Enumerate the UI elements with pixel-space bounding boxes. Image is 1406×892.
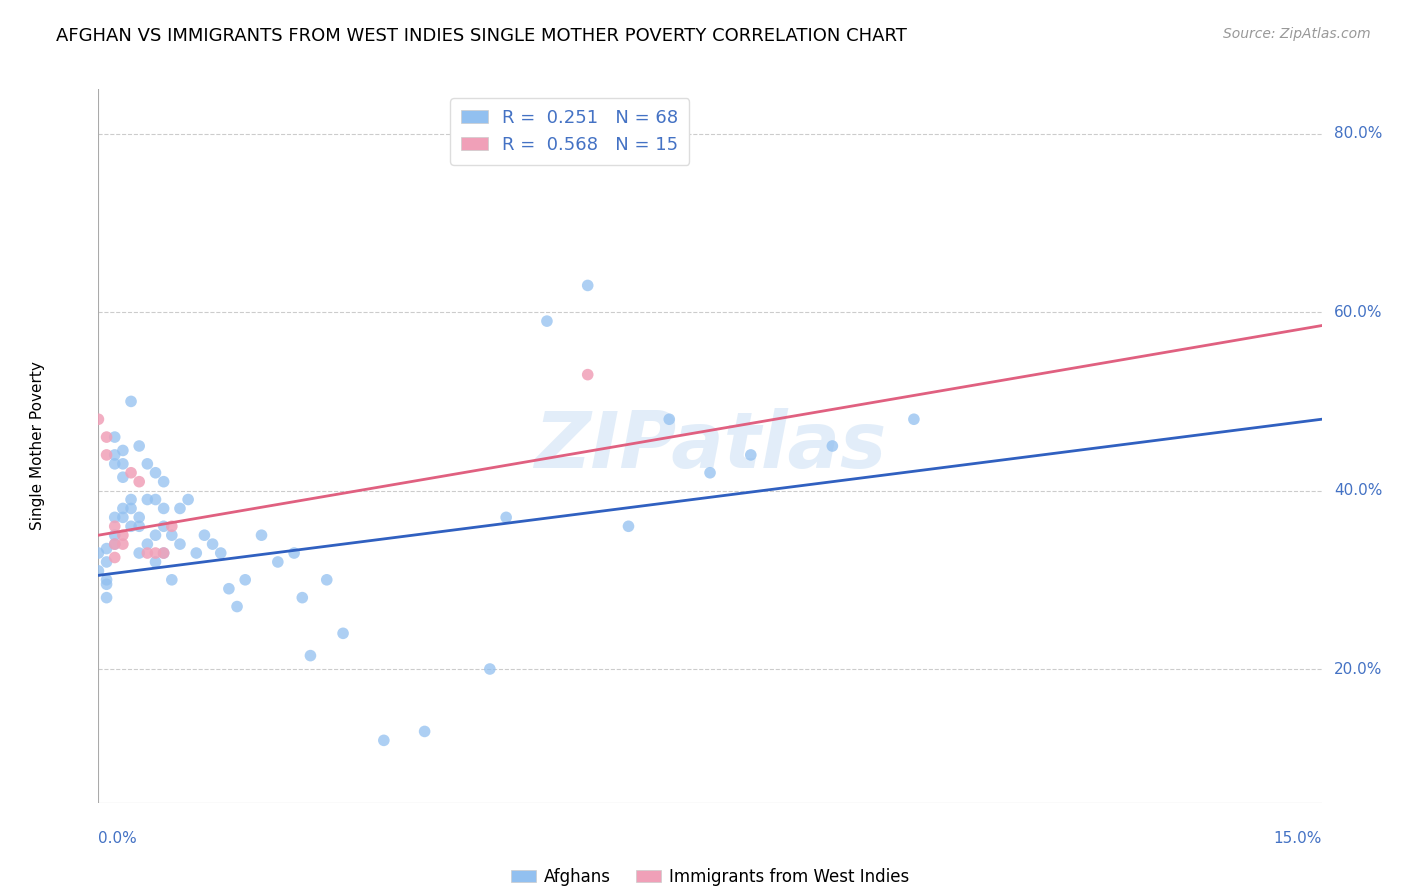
Point bbox=[152, 475, 174, 489]
Point bbox=[120, 394, 142, 409]
Text: AFGHAN VS IMMIGRANTS FROM WEST INDIES SINGLE MOTHER POVERTY CORRELATION CHART: AFGHAN VS IMMIGRANTS FROM WEST INDIES SI… bbox=[56, 27, 907, 45]
Point bbox=[104, 430, 127, 444]
Point bbox=[536, 314, 558, 328]
Point bbox=[128, 510, 150, 524]
Point bbox=[576, 368, 599, 382]
Text: 15.0%: 15.0% bbox=[1274, 831, 1322, 847]
Point bbox=[87, 546, 110, 560]
Point bbox=[104, 448, 127, 462]
Point bbox=[104, 528, 127, 542]
Point bbox=[128, 546, 150, 560]
Point bbox=[821, 439, 844, 453]
Point bbox=[291, 591, 314, 605]
Point bbox=[740, 448, 762, 462]
Point bbox=[104, 537, 127, 551]
Point bbox=[186, 546, 208, 560]
Point bbox=[96, 577, 118, 591]
Legend: Afghans, Immigrants from West Indies: Afghans, Immigrants from West Indies bbox=[503, 861, 917, 892]
Point bbox=[152, 501, 174, 516]
Point bbox=[104, 510, 127, 524]
Text: 80.0%: 80.0% bbox=[1334, 127, 1382, 141]
Text: Single Mother Poverty: Single Mother Poverty bbox=[30, 361, 45, 531]
Point bbox=[576, 278, 599, 293]
Point bbox=[145, 555, 167, 569]
Point bbox=[160, 519, 183, 533]
Point bbox=[120, 501, 142, 516]
Point bbox=[617, 519, 640, 533]
Point bbox=[128, 519, 150, 533]
Text: 0.0%: 0.0% bbox=[98, 831, 138, 847]
Point bbox=[111, 537, 134, 551]
Point bbox=[201, 537, 224, 551]
Point bbox=[111, 470, 134, 484]
Point bbox=[145, 466, 167, 480]
Point bbox=[96, 555, 118, 569]
Text: Source: ZipAtlas.com: Source: ZipAtlas.com bbox=[1223, 27, 1371, 41]
Point bbox=[478, 662, 501, 676]
Point bbox=[332, 626, 354, 640]
Point bbox=[120, 519, 142, 533]
Point bbox=[96, 573, 118, 587]
Point bbox=[160, 573, 183, 587]
Point bbox=[413, 724, 436, 739]
Point bbox=[96, 591, 118, 605]
Point bbox=[111, 443, 134, 458]
Point bbox=[903, 412, 925, 426]
Point bbox=[152, 546, 174, 560]
Point bbox=[145, 546, 167, 560]
Point bbox=[128, 475, 150, 489]
Point bbox=[120, 492, 142, 507]
Point bbox=[136, 492, 159, 507]
Text: 60.0%: 60.0% bbox=[1334, 305, 1382, 319]
Point bbox=[96, 541, 118, 556]
Point bbox=[111, 501, 134, 516]
Point bbox=[104, 457, 127, 471]
Point bbox=[145, 528, 167, 542]
Point bbox=[658, 412, 681, 426]
Point bbox=[373, 733, 395, 747]
Point bbox=[218, 582, 240, 596]
Point bbox=[495, 510, 517, 524]
Point bbox=[226, 599, 249, 614]
Text: ZIPatlas: ZIPatlas bbox=[534, 408, 886, 484]
Point bbox=[160, 528, 183, 542]
Point bbox=[128, 439, 150, 453]
Point bbox=[136, 537, 159, 551]
Point bbox=[250, 528, 273, 542]
Point bbox=[104, 550, 127, 565]
Point bbox=[267, 555, 290, 569]
Point bbox=[169, 537, 191, 551]
Point bbox=[299, 648, 322, 663]
Point bbox=[87, 412, 110, 426]
Point bbox=[152, 519, 174, 533]
Point bbox=[193, 528, 215, 542]
Point bbox=[315, 573, 337, 587]
Point bbox=[169, 501, 191, 516]
Point bbox=[233, 573, 256, 587]
Point bbox=[96, 448, 118, 462]
Point bbox=[136, 457, 159, 471]
Point bbox=[87, 564, 110, 578]
Point bbox=[145, 492, 167, 507]
Point bbox=[120, 466, 142, 480]
Point bbox=[699, 466, 721, 480]
Point bbox=[111, 510, 134, 524]
Point bbox=[136, 546, 159, 560]
Point bbox=[209, 546, 232, 560]
Point bbox=[96, 430, 118, 444]
Point bbox=[283, 546, 305, 560]
Point bbox=[104, 519, 127, 533]
Point bbox=[177, 492, 200, 507]
Text: 20.0%: 20.0% bbox=[1334, 662, 1382, 676]
Point bbox=[152, 546, 174, 560]
Point bbox=[111, 528, 134, 542]
Point bbox=[104, 537, 127, 551]
Text: 40.0%: 40.0% bbox=[1334, 483, 1382, 498]
Point bbox=[111, 457, 134, 471]
